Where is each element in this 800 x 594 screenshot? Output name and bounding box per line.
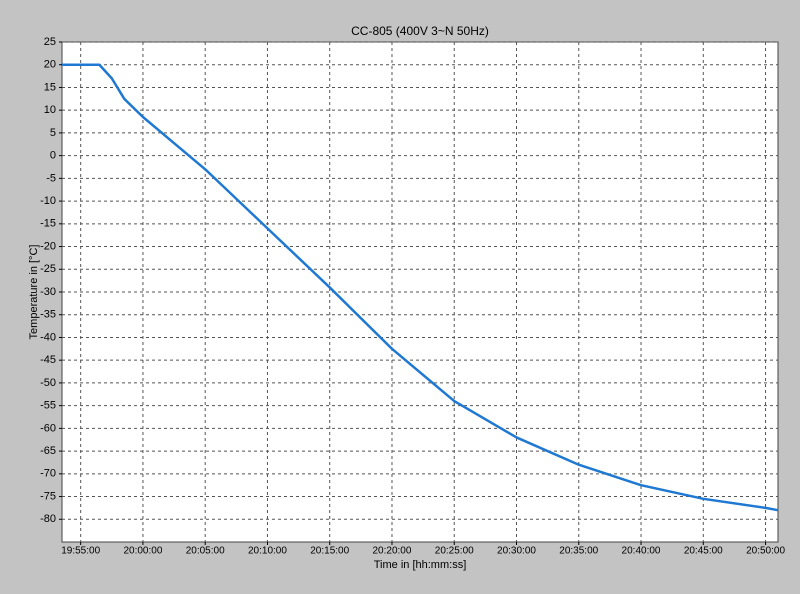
y-tick-label: -80 bbox=[40, 513, 56, 525]
y-tick-label: -5 bbox=[46, 172, 56, 184]
y-tick-label: -40 bbox=[40, 331, 56, 343]
x-tick-label: 20:35:00 bbox=[559, 546, 598, 557]
chart-title: CC-805 (400V 3~N 50Hz) bbox=[351, 24, 489, 38]
y-tick-label: -10 bbox=[40, 195, 56, 207]
x-tick-label: 20:00:00 bbox=[123, 546, 162, 557]
y-tick-label: 15 bbox=[44, 81, 56, 93]
x-tick-label: 19:55:00 bbox=[61, 546, 100, 557]
y-tick-label: -50 bbox=[40, 377, 56, 389]
y-tick-label: 20 bbox=[44, 59, 56, 71]
y-tick-label: -75 bbox=[40, 490, 56, 502]
y-tick-label: 5 bbox=[50, 127, 56, 139]
x-tick-label: 20:20:00 bbox=[373, 546, 412, 557]
y-axis-label: Temperature in [°C] bbox=[28, 245, 40, 340]
y-tick-label: -70 bbox=[40, 468, 56, 480]
y-tick-label: 25 bbox=[44, 36, 56, 48]
y-tick-label: 10 bbox=[44, 104, 56, 116]
x-tick-label: 20:25:00 bbox=[435, 546, 474, 557]
x-tick-label: 20:40:00 bbox=[622, 546, 661, 557]
x-tick-label: 20:30:00 bbox=[497, 546, 536, 557]
y-tick-label: -35 bbox=[40, 309, 56, 321]
y-tick-label: -15 bbox=[40, 218, 56, 230]
y-tick-label: -45 bbox=[40, 354, 56, 366]
y-tick-label: -65 bbox=[40, 445, 56, 457]
x-tick-label: 20:05:00 bbox=[186, 546, 225, 557]
x-tick-label: 20:10:00 bbox=[248, 546, 287, 557]
x-tick-label: 20:50:00 bbox=[746, 546, 785, 557]
y-tick-label: -55 bbox=[40, 400, 56, 412]
x-tick-label: 20:45:00 bbox=[684, 546, 723, 557]
y-tick-label: -25 bbox=[40, 263, 56, 275]
y-tick-label: -30 bbox=[40, 286, 56, 298]
y-tick-label: -20 bbox=[40, 240, 56, 252]
data-line bbox=[62, 63, 779, 512]
x-axis-label: Time in [hh:mm:ss] bbox=[374, 559, 467, 571]
x-tick-label: 20:15:00 bbox=[310, 546, 349, 557]
y-tick-label: 0 bbox=[50, 150, 56, 162]
y-tick-label: -60 bbox=[40, 422, 56, 434]
